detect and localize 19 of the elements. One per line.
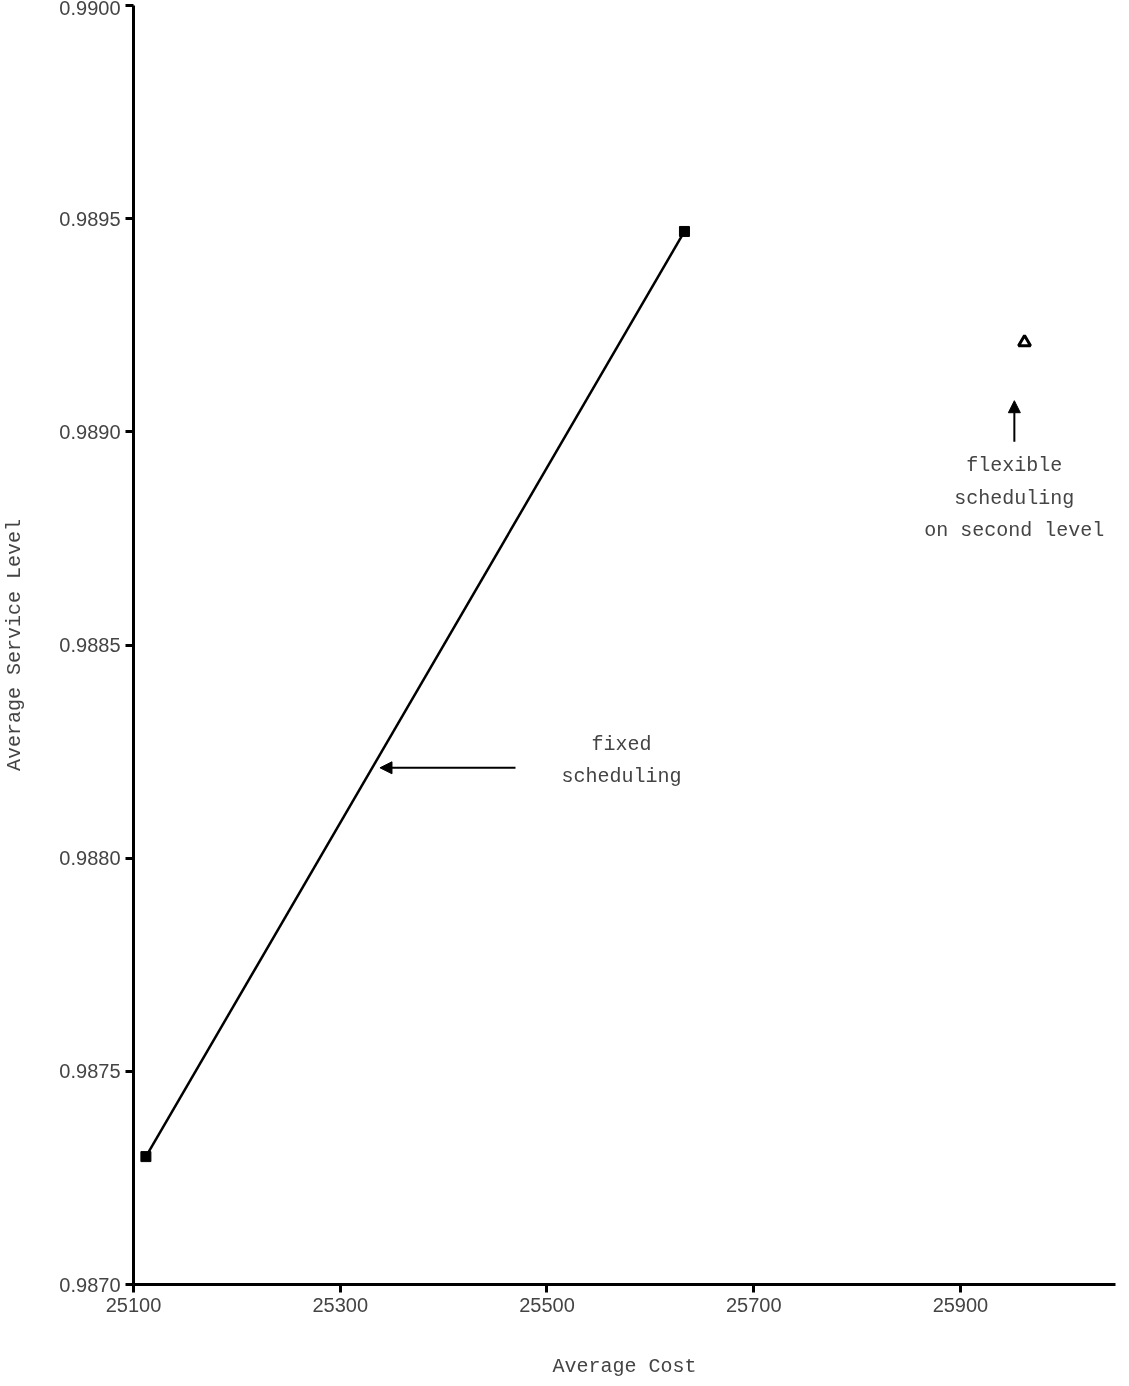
x-tick-label: 25700 (725, 1293, 782, 1316)
y-tick-label: 0.9890 (59, 420, 121, 443)
y-tick-label: 0.9875 (59, 1060, 121, 1083)
point (140, 1151, 152, 1163)
y-tick-label: 0.9870 (59, 1273, 121, 1296)
annotation: fixed scheduling (561, 733, 682, 789)
y-tick-label: 0.9895 (59, 207, 121, 230)
y-tick-label: 0.9880 (59, 847, 121, 870)
x-tick-label: 25900 (932, 1293, 989, 1316)
x-tick-label: 25500 (519, 1293, 575, 1316)
annotation: flexible scheduling on second level (924, 454, 1105, 542)
point (678, 225, 690, 237)
y-tick-label: 0.9885 (59, 634, 121, 656)
x-tick-label: 25300 (312, 1293, 369, 1316)
x-tick-label: 25100 (105, 1293, 162, 1316)
point (1017, 333, 1033, 348)
y-tick-label: 0.9900 (59, 0, 121, 19)
x-axis-title: Average Cost (552, 1354, 697, 1378)
y-axis-title: Average Service Level (3, 518, 27, 772)
